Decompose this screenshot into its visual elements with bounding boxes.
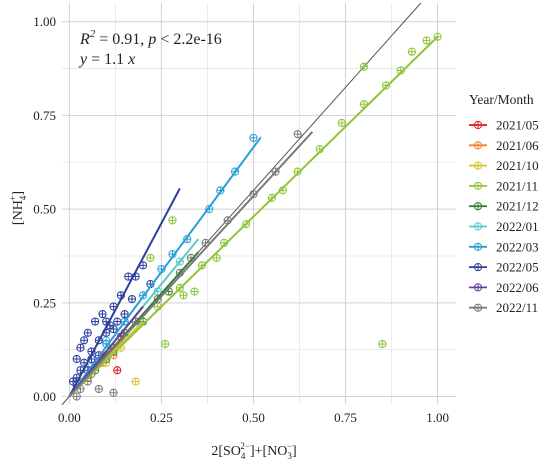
legend-item: 2022/05 [469,260,539,275]
data-point [407,47,416,56]
data-point [127,294,137,304]
data-point [168,216,177,225]
legend-label: 2022/06 [496,280,539,295]
y-tick-label: 0.00 [33,389,56,404]
x-tick-label: 0.50 [242,410,265,425]
data-point [359,62,369,71]
data-point [109,324,118,334]
data-point [190,287,199,296]
legend-item: 2021/12 [469,199,539,214]
legend-item: 2022/03 [469,239,539,254]
fit-line [68,188,181,397]
x-tick-label: 1.00 [426,410,449,425]
data-point [146,253,155,262]
legend: Year/Month 2021/052021/062021/102021/112… [469,92,539,315]
x-tick-label: 0.75 [334,410,357,425]
data-point [113,366,122,375]
fit-line [68,305,144,398]
data-point [249,133,258,143]
x-axis-title: 2[SO42−]+[NO3−] [211,441,296,461]
fit-lines-layer [68,36,439,398]
data-point [293,130,302,139]
fit-line [68,131,314,398]
data-point [94,384,103,394]
data-point [109,388,118,397]
legend-label: 2021/10 [496,158,539,173]
legend-title: Year/Month [469,92,534,107]
r2-p-annotation: R2 = 0.91, p < 2.2e-16 [79,28,222,48]
legend-item: 2021/06 [469,138,539,153]
y-tick-label: 1.00 [33,14,56,29]
legend-item: 2021/11 [469,178,538,193]
data-point [422,36,431,45]
legend-label: 2022/01 [496,219,539,234]
legend-label: 2022/05 [496,260,539,275]
y-axis-title: [NH4+] [8,191,28,225]
data-point [72,354,81,364]
data-point [120,309,129,319]
data-point [337,118,346,128]
data-point [76,343,85,352]
x-tick-label: 0.00 [58,410,81,425]
fit-line [68,136,262,398]
legend-item: 2022/01 [469,219,539,234]
legend-label: 2021/06 [496,138,539,153]
data-point [83,328,92,337]
data-point [72,392,81,401]
grid [62,3,456,404]
data-point [161,339,170,349]
data-point [212,253,221,262]
legend-item: 2021/05 [469,118,539,133]
data-point [91,317,100,326]
legend-label: 2021/05 [496,118,539,133]
legend-label: 2021/12 [496,199,539,214]
legend-items: 2021/05 2021/06 2021/10 2021/11 2021/12 2022/… [469,118,539,315]
legend-item: 2021/10 [469,158,539,173]
equation-annotation: y = 1.1 x [78,51,135,68]
y-tick-label: 0.50 [33,202,56,217]
y-tick-label: 0.25 [33,295,56,310]
legend-label: 2022/11 [496,300,538,315]
tick-labels: 0.00 0.25 0.50 0.75 1.00 0.00 0.25 0.50 0.75 1.00 [33,14,449,425]
fit-line [68,36,439,398]
data-point [131,377,140,386]
data-point [79,336,89,345]
x-tick-label: 0.25 [150,410,173,425]
data-point [98,309,107,319]
legend-item: 2022/06 [469,280,539,295]
data-point [179,291,188,300]
legend-item: 2022/11 [469,300,538,315]
data-point [378,339,387,349]
legend-label: 2022/03 [496,239,539,254]
y-tick-label: 0.75 [33,108,56,123]
data-point [113,317,122,326]
legend-label: 2021/11 [496,178,538,193]
